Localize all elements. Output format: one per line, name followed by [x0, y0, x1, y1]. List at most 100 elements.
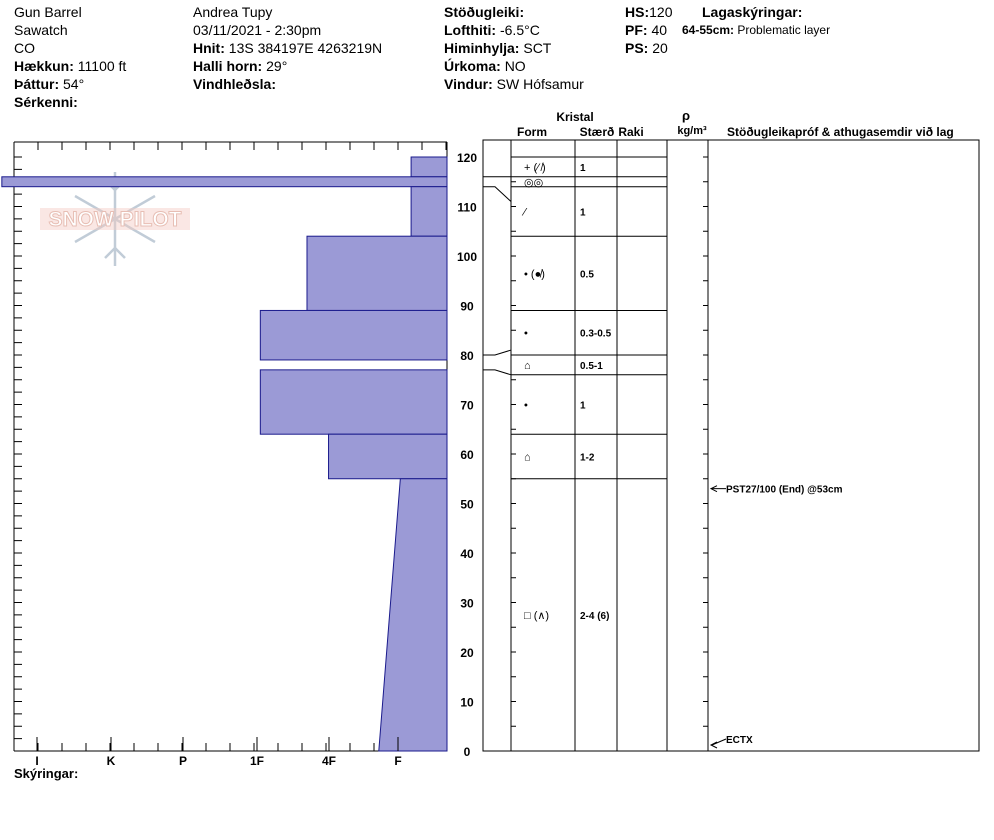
- sky-value: SCT: [523, 40, 552, 56]
- wind-label: Vindur:: [444, 76, 493, 92]
- layer-notes-label: Lagaskýringar:: [702, 4, 803, 20]
- ps-label: PS:: [625, 40, 649, 56]
- hardness-tick-label: I: [35, 754, 38, 768]
- aspect-label: Þáttur:: [14, 76, 60, 92]
- site-name: Gun Barrel: [14, 4, 82, 20]
- logo-text: SNOW PILOT: [49, 208, 182, 231]
- hardness-bar: [410, 186, 448, 237]
- range-name: Sawatch: [14, 22, 68, 38]
- features-row: Sérkenni:: [14, 93, 126, 111]
- depth-tick-label: 0: [464, 745, 471, 759]
- table-border: [482, 139, 980, 752]
- wind-row: Vindur: SW Hófsamur: [444, 75, 584, 93]
- aspect-row: Þáttur: 54°: [14, 75, 126, 93]
- snowpilot-logo: SNOW PILOT: [40, 172, 190, 266]
- layer-size: 0.5-1: [580, 361, 603, 372]
- layer-form: ⌂: [524, 451, 531, 463]
- hardness-bar: [410, 156, 448, 178]
- hardness-bar: [378, 478, 448, 752]
- hardness-bars: [1, 156, 448, 752]
- depth-tick-label: 120: [457, 151, 477, 165]
- hardness-bar: [259, 309, 448, 361]
- test-label: ECTX: [726, 735, 753, 746]
- layer-connector: [483, 349, 512, 356]
- column-crystal: Kristal: [556, 110, 593, 124]
- hs-label: HS:: [625, 4, 650, 20]
- snow-depth-info: HS:120 PF: 40 PS: 20: [625, 3, 672, 57]
- coords-label: Hnit:: [193, 40, 225, 56]
- layer-form: □ (∧): [524, 610, 549, 622]
- depth-tick-label: 100: [457, 250, 477, 264]
- layer-notes-row: Lagaskýringar:: [702, 3, 830, 21]
- layer-note-range: 64-55cm:: [682, 23, 735, 37]
- layer-rows: + (⁄ ̸) 1 ◎◎ ⁄ 1 • (●̸) 0.5 • 0.3-0.5 ⌂ 0.5-1 • 1 ⌂ 1-…: [483, 156, 667, 622]
- air-temp-label: Lofthiti:: [444, 22, 497, 38]
- layer-size: 0.3-0.5: [580, 329, 612, 340]
- hardness-tick-label: 1F: [250, 754, 264, 768]
- test-arrow-head: [709, 741, 718, 749]
- depth-tick-label: 80: [460, 349, 474, 363]
- layer-size: 1: [580, 401, 586, 412]
- layer-form: ◎◎: [524, 177, 543, 189]
- layer-connector: [483, 186, 512, 202]
- observation-datetime: 03/11/2021 - 2:30pm: [193, 22, 322, 38]
- state-name: CO: [14, 40, 35, 56]
- depth-tick-label: 60: [460, 448, 474, 462]
- layer-form: •: [524, 328, 528, 340]
- hardness-bar: [1, 176, 448, 188]
- layer-notes: Lagaskýringar: 64-55cm: Problematic laye…: [682, 3, 830, 39]
- stability-label: Stöðugleiki:: [444, 4, 525, 20]
- layer-size: 0.5: [580, 269, 594, 280]
- depth-tick-label: 10: [460, 696, 474, 710]
- pf-label: PF:: [625, 22, 648, 38]
- pf-row: PF: 40: [625, 21, 672, 39]
- snowflake-icon: [74, 172, 156, 266]
- wind-loading-label: Vindhleðsla:: [193, 76, 276, 92]
- hardness-bar: [328, 433, 448, 480]
- stability-row: Stöðugleiki:: [444, 3, 584, 21]
- precip-row: Úrkoma: NO: [444, 57, 584, 75]
- stability-tests: PST27/100 (End) @53cm ECTX: [709, 485, 843, 749]
- depth-axis: 0 10 20 30 40 50 60 70 80 90 100 110 120: [457, 151, 477, 759]
- hardness-tick-label: P: [179, 754, 187, 768]
- hardness-tick-label: F: [394, 754, 401, 768]
- depth-tick-label: 40: [460, 547, 474, 561]
- layer-note-item: 64-55cm: Problematic layer: [682, 21, 830, 39]
- slope-label: Halli horn:: [193, 58, 263, 74]
- layer-size: 1-2: [580, 452, 595, 463]
- footer-label: Skýringar:: [14, 766, 78, 781]
- hs-row: HS:120: [625, 3, 672, 21]
- column-rho: ρ: [682, 108, 690, 123]
- column-stability: Stöðugleikapróf & athugasemdir við lag: [727, 125, 954, 139]
- depth-tick-label: 90: [460, 300, 474, 314]
- layer-form: • (●̸): [524, 268, 545, 280]
- site-info: Gun Barrel Sawatch CO Hækkun: 11100 ft Þ…: [14, 3, 126, 111]
- layer-size: 1: [580, 207, 586, 218]
- aspect-value: 54°: [63, 76, 85, 92]
- air-temp-row: Lofthiti: -6.5°C: [444, 21, 584, 39]
- layer-note-text: Problematic layer: [737, 23, 831, 37]
- layer-table: Kristal Form Stærð Raki ρ kg/m³ Stöðugle…: [482, 108, 980, 752]
- depth-tick-label: 30: [460, 597, 474, 611]
- elevation-value: 11100 ft: [77, 58, 127, 74]
- depth-tick-label: 70: [460, 399, 474, 413]
- observation-info: Andrea Tupy 03/11/2021 - 2:30pm Hnit: 13…: [193, 3, 382, 93]
- sky-label: Himinhylja:: [444, 40, 520, 56]
- depth-tick-label: 50: [460, 498, 474, 512]
- precip-label: Úrkoma:: [444, 58, 501, 74]
- features-label: Sérkenni:: [14, 94, 78, 110]
- test-label: PST27/100 (End) @53cm: [726, 485, 843, 496]
- layer-form: •: [524, 400, 528, 412]
- hardness-tick-label: 4F: [322, 754, 336, 768]
- hardness-bar: [306, 235, 448, 311]
- column-size: Stærð: [580, 125, 615, 139]
- layer-size: 2-4 (6): [580, 611, 609, 622]
- precip-value: NO: [504, 58, 526, 74]
- wind-loading-row: Vindhleðsla:: [193, 75, 382, 93]
- layer-form: ⌂: [524, 360, 531, 372]
- layer-form: + (⁄ ̸): [524, 162, 546, 174]
- hs-value: 120: [649, 4, 673, 20]
- elevation-label: Hækkun:: [14, 58, 74, 74]
- air-temp-value: -6.5°C: [499, 22, 540, 38]
